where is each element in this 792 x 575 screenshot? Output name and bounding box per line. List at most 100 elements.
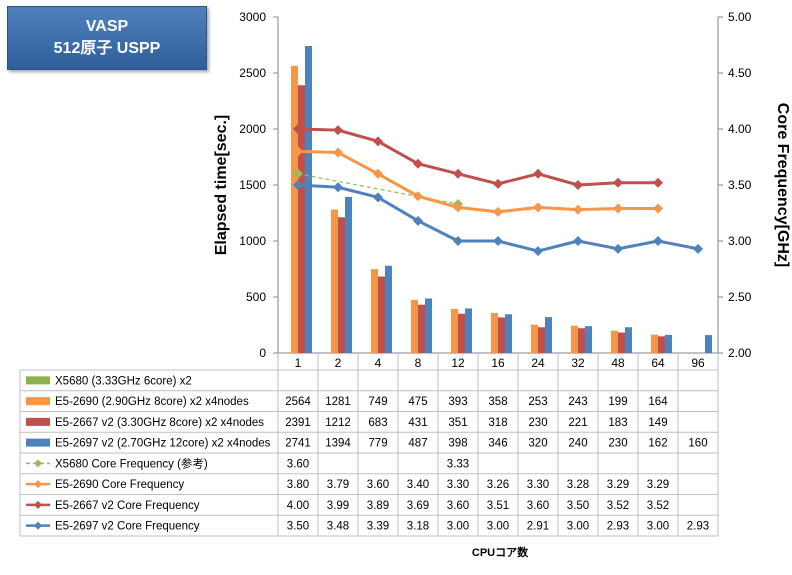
table-cell-value: 3.80 xyxy=(287,479,309,491)
y2-tick-label: 2.50 xyxy=(728,290,752,304)
table-cell-value: 162 xyxy=(648,438,667,450)
table-cell-value: 240 xyxy=(568,438,587,450)
legend-key-marker xyxy=(34,459,42,468)
chart-title-line2: 512原子 USPP xyxy=(53,40,161,57)
table-cell-value: 4.00 xyxy=(287,500,309,512)
table-cell-value: 3.60 xyxy=(527,500,549,512)
bar xyxy=(571,325,578,353)
y2-axis-title: Core Frequency[GHz] xyxy=(774,103,791,267)
table-cell-value: 3.50 xyxy=(287,521,309,533)
y-tick-label: 0 xyxy=(259,346,266,360)
x-tick-label: 24 xyxy=(531,356,545,370)
point-marker xyxy=(573,236,583,246)
x-tick-label: 12 xyxy=(451,356,465,370)
bar xyxy=(371,269,378,353)
table-cell-value: 749 xyxy=(368,396,387,408)
point-marker xyxy=(413,158,423,169)
point-marker xyxy=(693,243,703,254)
x-tick-label: 2 xyxy=(335,356,342,370)
table-cell-value: 3.33 xyxy=(447,458,469,470)
table-cell-value: 3.30 xyxy=(447,479,469,491)
point-marker xyxy=(533,246,543,257)
point-marker xyxy=(373,192,383,203)
table-cell-value: 3.18 xyxy=(407,521,429,533)
bar xyxy=(378,276,385,353)
table-cell-value: 1394 xyxy=(325,438,351,450)
point-marker xyxy=(453,202,463,213)
point-marker xyxy=(333,125,343,136)
chart-title-box: VASP 512原子 USPP xyxy=(7,6,207,70)
legend-key-bar xyxy=(26,376,50,385)
point-marker xyxy=(293,180,303,190)
point-marker xyxy=(533,202,543,213)
bar xyxy=(498,317,505,353)
legend-key-bar xyxy=(26,397,50,406)
legend-entry: E5-2697 v2 Core Frequency xyxy=(55,521,200,533)
legend-key-bar xyxy=(26,417,50,426)
table-cell-value: 2391 xyxy=(285,417,311,429)
point-marker xyxy=(533,168,543,179)
bar xyxy=(578,328,585,353)
bar xyxy=(458,313,465,353)
table-cell-value: 3.99 xyxy=(327,500,349,512)
table-cell-value: 2.91 xyxy=(527,521,549,533)
table-cell-value: 199 xyxy=(608,396,627,408)
table-cell-value: 3.29 xyxy=(607,479,629,491)
legend-key-bar xyxy=(26,438,50,447)
point-marker xyxy=(653,236,663,246)
table-cell-value: 1281 xyxy=(325,396,351,408)
bar xyxy=(338,217,345,353)
bar xyxy=(651,334,658,353)
table-cell-value: 3.51 xyxy=(487,500,509,512)
table-cell-value: 3.00 xyxy=(487,521,509,533)
y-tick-label: 2000 xyxy=(239,122,266,136)
table-cell-value: 431 xyxy=(408,417,427,429)
bar xyxy=(585,326,592,353)
table-cell-value: 3.26 xyxy=(487,479,509,491)
y2-tick-label: 4.00 xyxy=(728,122,752,136)
table-cell-value: 398 xyxy=(448,438,467,450)
chart-title-line1: VASP xyxy=(85,18,129,35)
bar xyxy=(385,265,392,353)
table-cell-value: 230 xyxy=(528,417,547,429)
point-marker xyxy=(613,243,623,254)
point-marker xyxy=(653,177,663,188)
bar xyxy=(345,196,352,353)
bar xyxy=(625,327,632,353)
table-cell-value: 3.60 xyxy=(287,458,309,470)
table-cell-value: 3.69 xyxy=(407,500,429,512)
y2-tick-label: 3.50 xyxy=(728,178,752,192)
point-marker xyxy=(573,204,583,215)
table-cell-value: 3.40 xyxy=(407,479,429,491)
table-cell-value: 3.60 xyxy=(367,479,389,491)
table-cell-value: 2741 xyxy=(285,438,311,450)
x-tick-label: 48 xyxy=(611,356,625,370)
table-cell-value: 3.52 xyxy=(607,500,629,512)
series-line xyxy=(297,149,658,214)
y-tick-label: 1500 xyxy=(239,178,266,192)
y-tick-label: 1000 xyxy=(239,234,266,248)
bar xyxy=(411,299,418,353)
x-axis-title: CPUコア数 xyxy=(472,545,529,559)
table-cell-value: 221 xyxy=(568,417,587,429)
point-marker xyxy=(293,168,303,179)
bar xyxy=(705,335,712,353)
table-cell-value: 683 xyxy=(368,417,387,429)
bar xyxy=(305,46,312,354)
table-cell-value: 2.93 xyxy=(607,521,629,533)
table-cell-value: 393 xyxy=(448,396,467,408)
point-marker xyxy=(453,236,463,246)
bar xyxy=(545,317,552,353)
table-cell-value: 3.52 xyxy=(647,500,669,512)
table-cell-value: 3.60 xyxy=(447,500,469,512)
legend-entry: X5680 (3.33GHz 6core) x2 xyxy=(55,375,192,387)
point-marker xyxy=(613,203,623,214)
legend-entry: E5-2667 v2 (3.30GHz 8core) x2 x4nodes xyxy=(55,417,264,429)
x-tick-label: 4 xyxy=(375,356,382,370)
point-marker xyxy=(493,236,503,246)
table-cell-value: 3.00 xyxy=(567,521,589,533)
table-cell-value: 487 xyxy=(408,438,427,450)
table-cell-value: 243 xyxy=(568,396,587,408)
point-marker xyxy=(413,191,423,202)
point-marker xyxy=(333,182,343,193)
